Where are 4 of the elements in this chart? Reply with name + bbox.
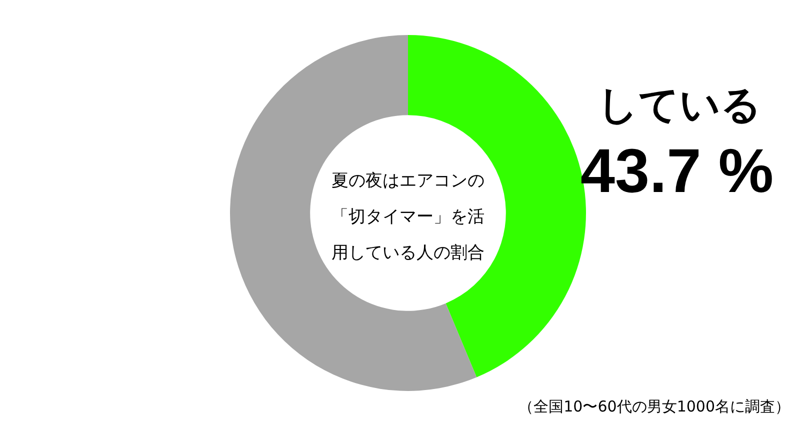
slice-label: している xyxy=(598,82,762,128)
text: 夏の夜はエアコンの「切タイマー」を活用している人の割合 xyxy=(330,170,486,265)
data-label: 43.7 % xyxy=(580,137,774,206)
text: （全国10〜60代の男女1000名に調査） xyxy=(518,397,790,416)
